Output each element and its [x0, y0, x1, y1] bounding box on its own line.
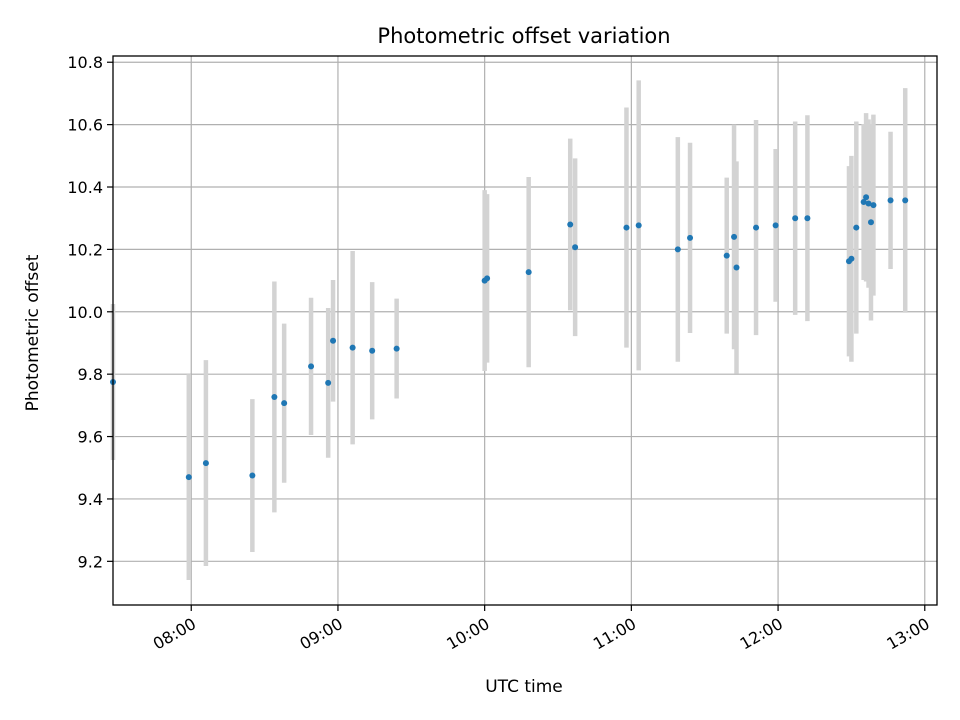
data-point — [185, 474, 192, 481]
y-axis-label: Photometric offset — [23, 254, 43, 411]
grid — [113, 56, 937, 605]
data-point — [887, 197, 894, 204]
plot-frame — [112, 55, 938, 606]
y-tick-label: 10.6 — [67, 116, 103, 135]
data-point — [772, 222, 779, 229]
data-point — [525, 269, 532, 276]
data-point — [325, 379, 332, 386]
x-axis-ticks: 08:00 09:00 10:00 11:00 12:00 13:00 — [150, 605, 933, 654]
data-point — [369, 347, 376, 354]
x-axis-label: UTC time — [485, 677, 563, 697]
y-tick-label: 10.2 — [67, 240, 103, 259]
data-point — [753, 224, 760, 231]
x-tick-label: 12:00 — [737, 614, 786, 654]
error-bars — [110, 80, 908, 581]
data-point — [870, 202, 877, 209]
data-point — [281, 400, 288, 407]
x-tick-label: 13:00 — [883, 614, 932, 654]
data-point — [865, 200, 872, 207]
data-point — [330, 337, 337, 344]
y-tick-label: 10.4 — [67, 178, 103, 197]
y-tick-label: 9.8 — [78, 365, 103, 384]
data-point — [731, 233, 738, 240]
data-point — [792, 215, 799, 222]
y-tick-label: 9.2 — [78, 552, 103, 571]
data-point — [271, 393, 278, 400]
data-point — [567, 221, 574, 228]
data-point — [863, 194, 870, 201]
data-point — [723, 252, 730, 259]
data-point — [674, 246, 681, 253]
data-point — [860, 198, 867, 205]
x-tick-label: 11:00 — [590, 614, 639, 654]
data-point — [853, 224, 860, 231]
x-tick-label: 08:00 — [150, 614, 199, 654]
data-point — [308, 363, 315, 370]
data-point — [623, 224, 630, 231]
data-point — [635, 222, 642, 229]
data-point — [902, 197, 909, 204]
data-point — [848, 255, 855, 262]
data-point — [804, 215, 811, 222]
data-point — [867, 219, 874, 226]
y-tick-label: 9.4 — [78, 490, 103, 509]
data-point — [733, 264, 740, 271]
x-tick-label: 10:00 — [443, 614, 492, 654]
data-point — [484, 275, 491, 282]
data-point — [572, 244, 579, 251]
data-point — [687, 234, 694, 241]
y-tick-label: 10.0 — [67, 303, 103, 322]
y-axis-ticks: 9.2 9.4 9.6 9.8 10.0 10.2 10.4 10.6 10.8 — [67, 53, 113, 571]
y-tick-label: 9.6 — [78, 428, 103, 447]
data-point — [349, 344, 356, 351]
data-point — [393, 345, 400, 352]
data-point — [202, 460, 209, 467]
chart-title: Photometric offset variation — [377, 24, 670, 48]
data-points — [110, 194, 909, 481]
x-tick-label: 09:00 — [297, 614, 346, 654]
data-point — [249, 472, 256, 479]
y-tick-label: 10.8 — [67, 53, 103, 72]
